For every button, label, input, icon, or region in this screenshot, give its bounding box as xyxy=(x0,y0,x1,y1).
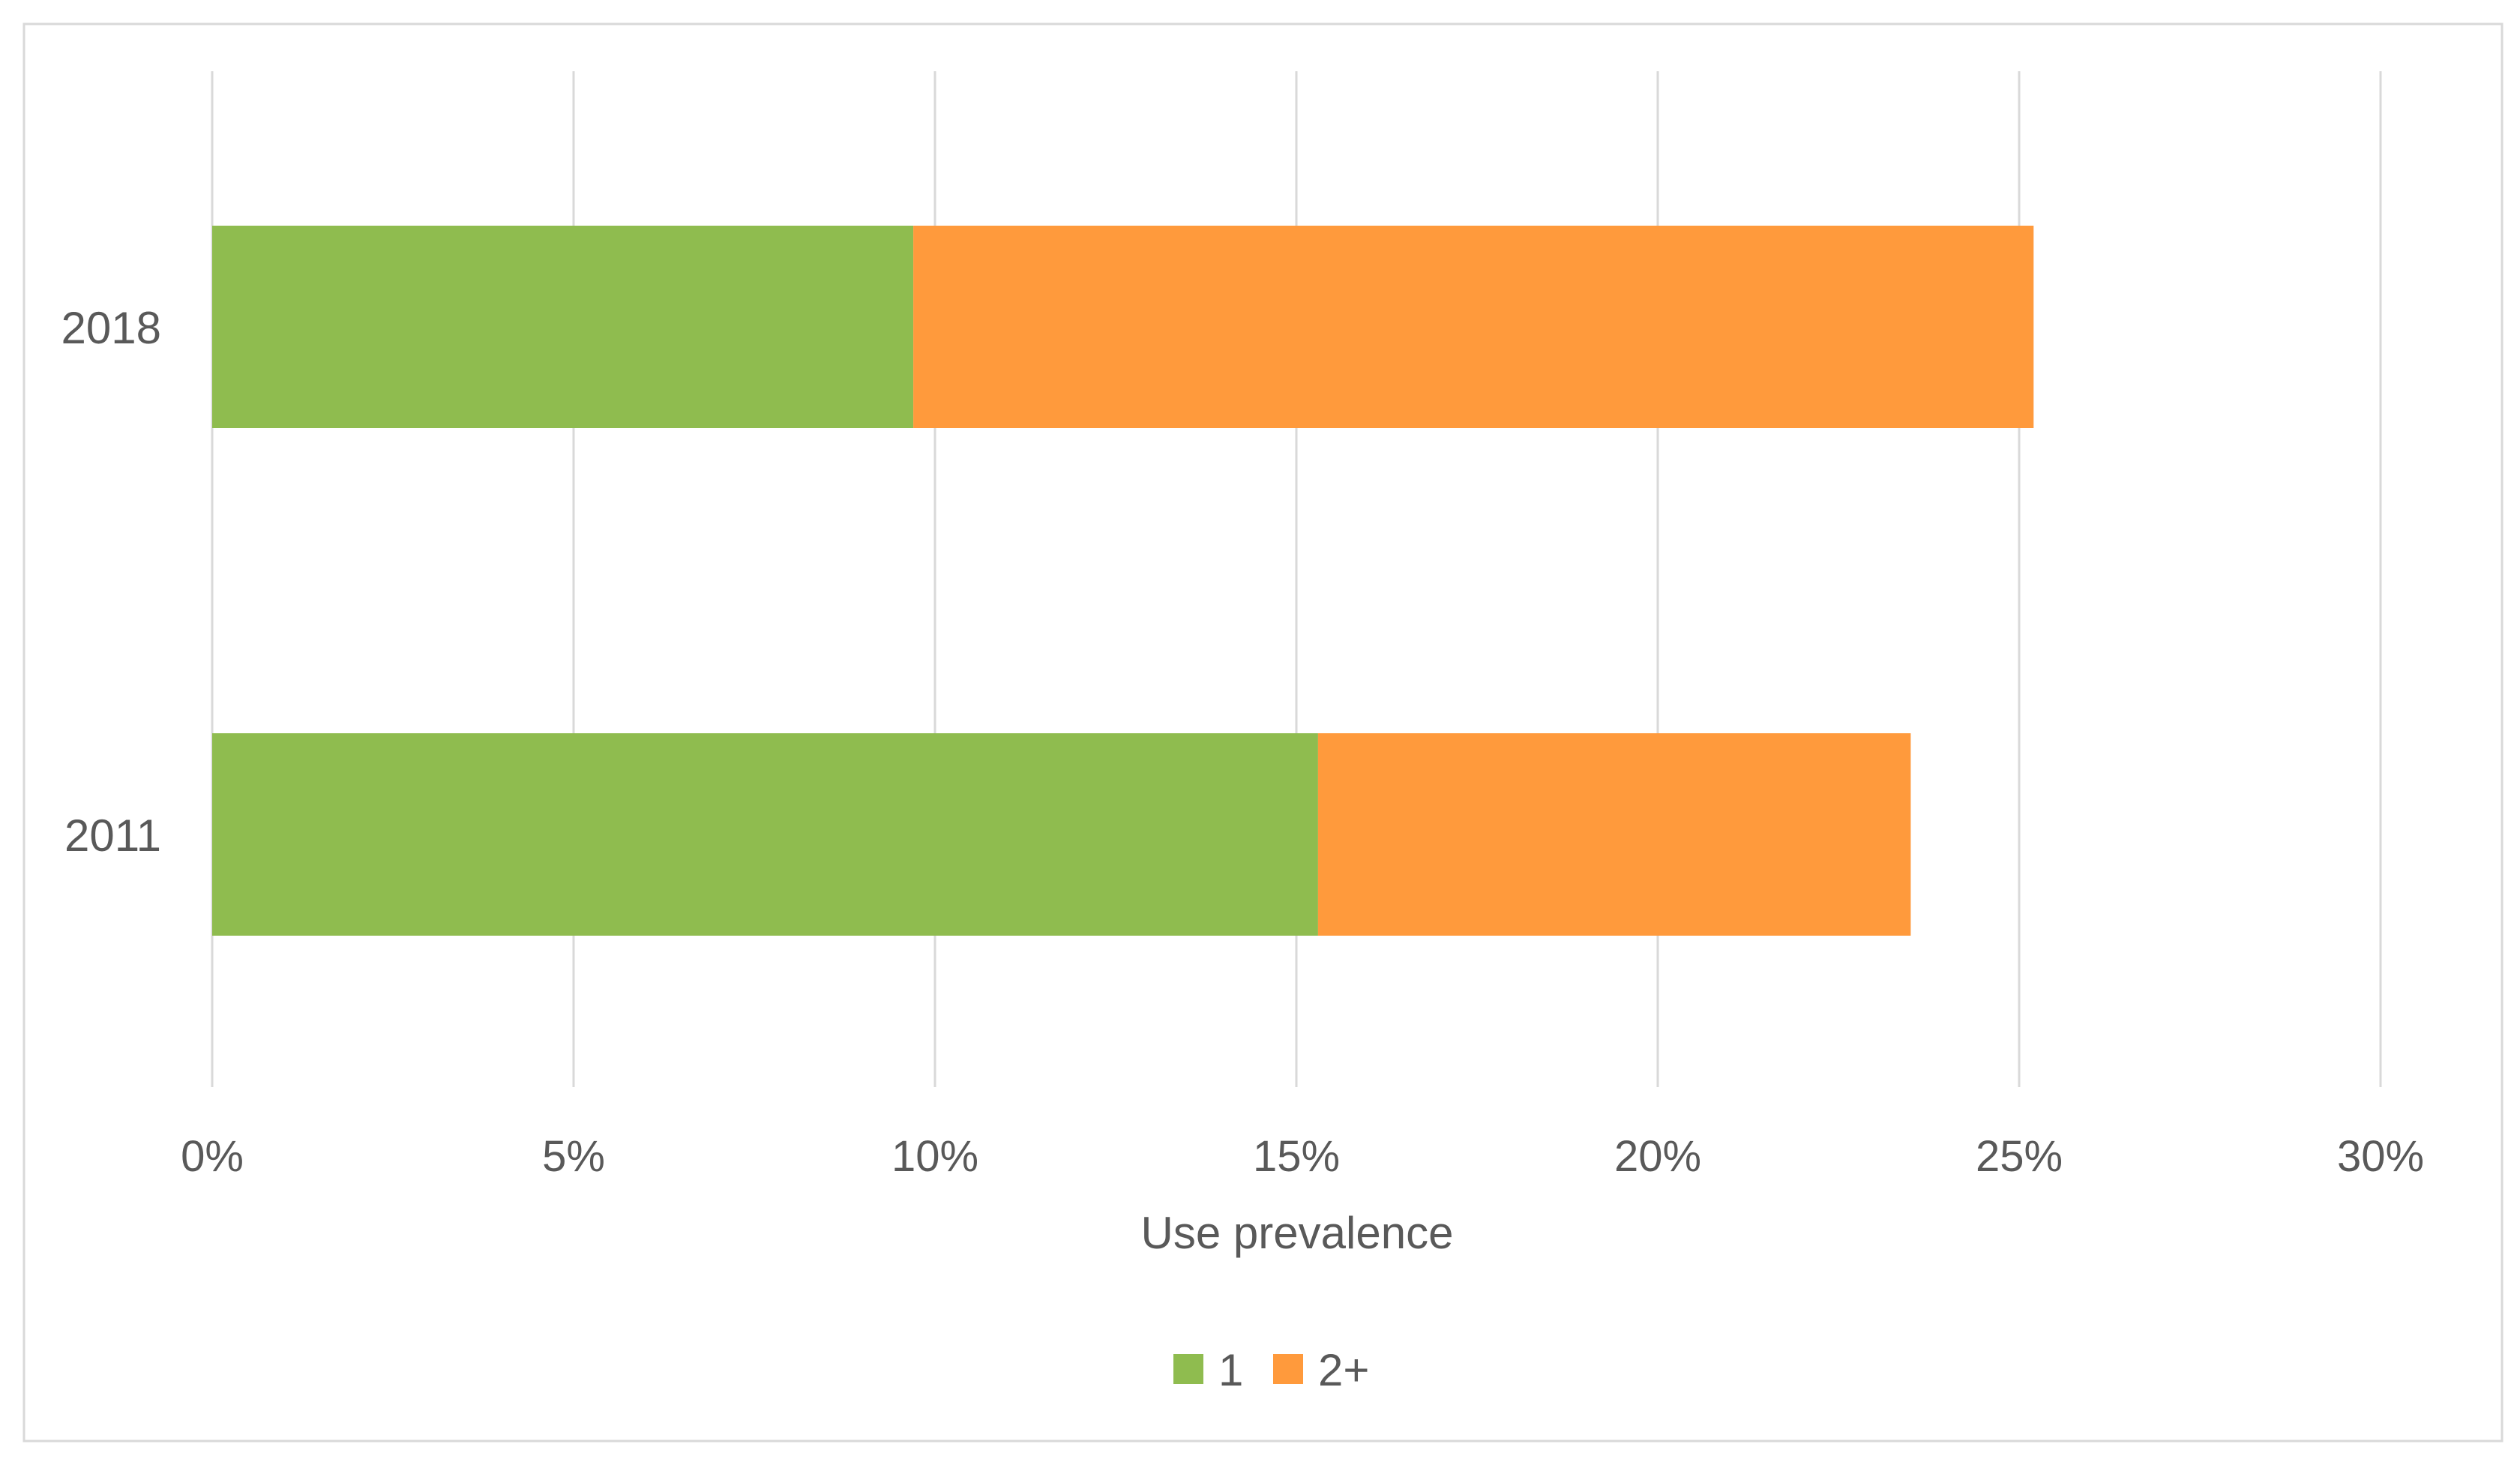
x-tick-label: 20% xyxy=(1614,1132,1701,1181)
bar-2011-series-2+ xyxy=(1317,733,1911,936)
category-labels: 2018 2011 xyxy=(61,303,161,861)
bar-2011-series-1 xyxy=(212,733,1318,936)
x-tick-label: 5% xyxy=(542,1132,605,1181)
bar-2018-series-2+ xyxy=(913,226,2034,428)
legend: 1 2+ xyxy=(1173,1345,1369,1395)
legend-label-1: 1 xyxy=(1218,1345,1243,1395)
x-tick-label: 0% xyxy=(181,1132,244,1181)
bars xyxy=(212,226,2034,936)
x-tick-label: 15% xyxy=(1253,1132,1340,1181)
x-tick-label: 25% xyxy=(1976,1132,2063,1181)
category-label-2018: 2018 xyxy=(61,303,161,353)
category-label-2011: 2011 xyxy=(64,810,161,861)
x-tick-labels: 0% 5% 10% 15% 20% 25% 30% xyxy=(181,1132,2424,1181)
legend-swatch-1 xyxy=(1173,1354,1203,1384)
legend-label-2+: 2+ xyxy=(1318,1345,1369,1395)
legend-swatch-2+ xyxy=(1273,1354,1303,1384)
x-tick-label: 30% xyxy=(2337,1132,2424,1181)
bar-2018-series-1 xyxy=(212,226,914,428)
x-tick-label: 10% xyxy=(891,1132,978,1181)
x-axis-title: Use prevalence xyxy=(1141,1208,1454,1258)
